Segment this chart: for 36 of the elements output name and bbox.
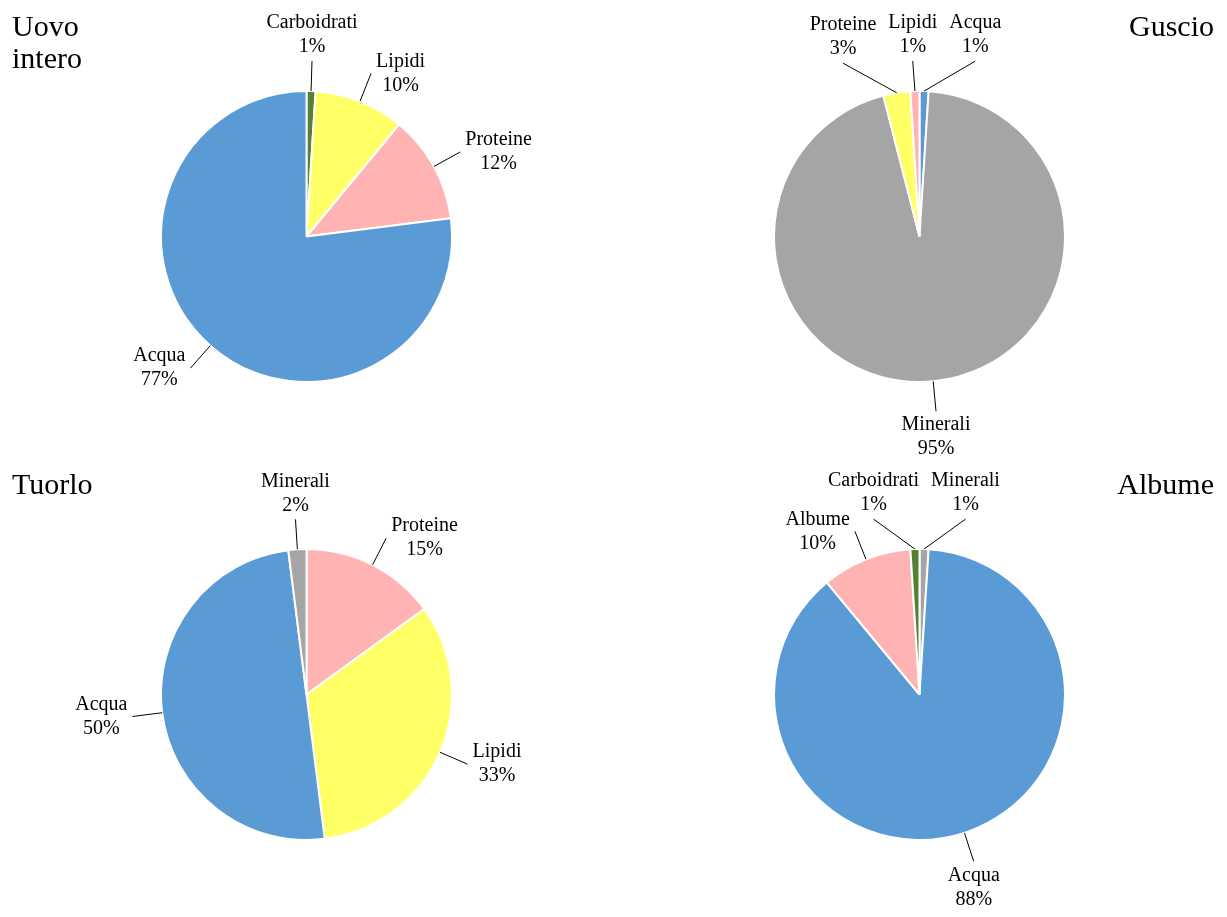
slice-label: Acqua xyxy=(75,691,128,715)
data-label: 50% xyxy=(82,715,120,738)
slice-label: Carboidrati xyxy=(827,468,920,491)
data-label: 88% xyxy=(955,886,993,909)
data-label: 1% xyxy=(961,34,989,57)
slice-label: Minerali xyxy=(901,412,971,435)
data-label: 95% xyxy=(917,436,955,459)
slice-label: Minerali xyxy=(261,468,331,491)
data-label: 3% xyxy=(829,36,857,59)
slice-label: Lipidi xyxy=(472,739,522,763)
slice-label: Acqua xyxy=(947,862,1000,886)
slice-label: Proteine xyxy=(465,127,533,150)
slice-label: Acqua xyxy=(949,10,1002,34)
data-label: 15% xyxy=(406,537,443,560)
data-label: 1% xyxy=(899,34,927,57)
slice-label: Proteine xyxy=(391,513,458,536)
chart-title: Tuorlo xyxy=(12,467,93,500)
slice-label: Minerali xyxy=(931,468,1001,491)
data-label: 1% xyxy=(298,34,326,57)
text: Albume xyxy=(1117,467,1214,500)
slice-label: Lipidi xyxy=(376,48,426,72)
data-label: 1% xyxy=(952,492,979,515)
data-label: 2% xyxy=(282,492,309,515)
data-label: 77% xyxy=(141,367,178,390)
data-label: 10% xyxy=(382,72,419,95)
data-label: 10% xyxy=(799,530,837,553)
slice-label: Albume xyxy=(785,506,851,529)
data-label: 33% xyxy=(478,763,516,786)
data-label: 1% xyxy=(860,492,887,515)
chart-title: Uovo intero xyxy=(12,9,83,74)
slice-label: Lipidi xyxy=(888,10,938,34)
text: Guscio xyxy=(1129,9,1214,42)
slice-label: Proteine xyxy=(809,12,877,35)
data-label: 12% xyxy=(480,151,517,174)
slice-label: Acqua xyxy=(133,343,186,367)
slice-label: Carboidrati xyxy=(266,10,358,33)
